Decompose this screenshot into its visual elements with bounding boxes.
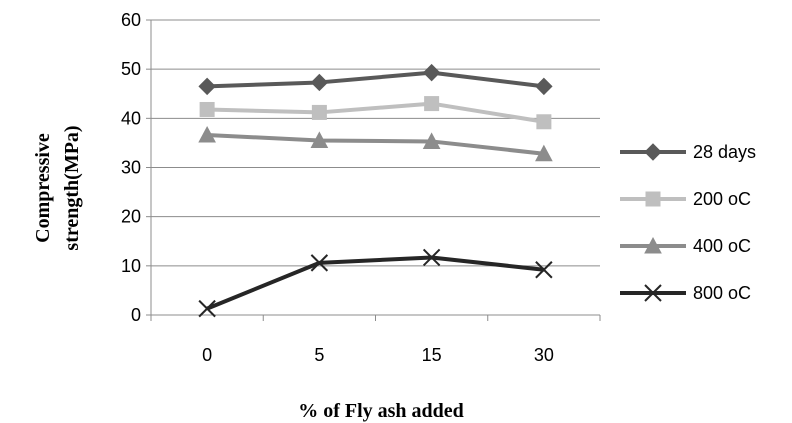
- series-28-days: [198, 63, 553, 96]
- data-point-800-oc-5: [310, 254, 329, 272]
- y-tick-label-0: 0: [131, 305, 141, 325]
- legend-label-28-days: 28 days: [693, 142, 756, 162]
- series-800-oc: [198, 248, 553, 318]
- y-tick-label-60: 60: [121, 10, 141, 30]
- legend-label-400-oc: 400 oC: [693, 236, 751, 256]
- data-point-200-oc-15: [424, 96, 440, 112]
- series-line-200-oc: [207, 101, 545, 124]
- legend: 28 days 200 oC 400 oC 800 oC: [620, 142, 756, 303]
- axes: [146, 19, 601, 321]
- y-axis-title: Compressive strength(MPa): [32, 125, 83, 250]
- y-tick-label-10: 10: [121, 256, 141, 276]
- data-point-200-oc-30: [536, 114, 552, 130]
- legend-marker-800-oc: [644, 284, 662, 302]
- x-tick-label-30: 30: [534, 345, 554, 365]
- data-point-28-days-5: [310, 73, 329, 92]
- legend-label-800-oc: 800 oC: [693, 283, 751, 303]
- x-axis-title: % of Fly ash added: [298, 400, 464, 422]
- legend-marker-28-days: [644, 143, 662, 161]
- data-point-400-oc-5: [310, 131, 329, 148]
- legend-entry-28-days: 28 days: [620, 142, 756, 162]
- series-line-400-oc: [207, 133, 545, 156]
- y-tick-label-30: 30: [121, 158, 141, 178]
- x-tick-labels: 0 5 15 30: [202, 345, 554, 365]
- data-point-400-oc-15: [422, 132, 441, 149]
- x-tick-label-5: 5: [314, 345, 324, 365]
- y-axis-title-line2: strength(MPa): [61, 125, 83, 250]
- y-axis-title-line1: Compressive: [32, 133, 54, 243]
- data-point-400-oc-30: [535, 144, 553, 162]
- series-200-oc: [199, 96, 552, 130]
- data-point-200-oc-0: [199, 101, 215, 117]
- y-tick-labels: 0 10 20 30 40 50 60: [121, 10, 141, 325]
- y-tick-label-50: 50: [121, 59, 141, 79]
- series-group: [198, 63, 553, 318]
- series-line-28-days: [207, 70, 545, 89]
- data-point-800-oc-0: [198, 299, 216, 318]
- data-point-28-days-0: [198, 77, 216, 96]
- legend-marker-400-oc: [644, 236, 662, 254]
- y-tick-label-40: 40: [121, 108, 141, 128]
- data-point-800-oc-30: [535, 261, 553, 279]
- series-line-800-oc: [206, 255, 545, 311]
- legend-label-200-oc: 200 oC: [693, 189, 751, 209]
- legend-entry-200-oc: 200 oC: [620, 189, 751, 209]
- data-point-400-oc-0: [198, 125, 216, 143]
- series-400-oc: [198, 125, 553, 162]
- data-point-200-oc-5: [311, 104, 327, 120]
- data-point-28-days-15: [422, 63, 441, 82]
- x-tick-label-0: 0: [202, 345, 212, 365]
- x-tick-label-15: 15: [422, 345, 442, 365]
- y-tick-label-20: 20: [121, 207, 141, 227]
- data-point-800-oc-15: [422, 248, 441, 267]
- legend-entry-400-oc: 400 oC: [620, 236, 751, 256]
- legend-marker-200-oc: [645, 191, 661, 207]
- data-point-28-days-30: [535, 77, 553, 96]
- legend-entry-800-oc: 800 oC: [620, 283, 751, 303]
